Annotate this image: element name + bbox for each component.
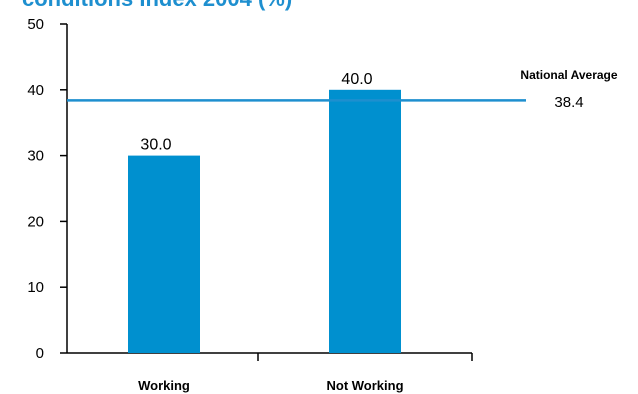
chart-title: conditions Index 2004 (%) [22, 0, 292, 11]
y-tick-label: 20 [27, 213, 44, 230]
bars: 30.0 Working 40.0 Not Working [128, 71, 404, 393]
y-tick-label: 50 [27, 16, 44, 33]
data-label: 30.0 [140, 137, 171, 154]
data-label: 40.0 [341, 71, 372, 88]
bar-2 [329, 89, 401, 354]
category-label: Working [138, 378, 190, 393]
y-tick-label: 30 [27, 148, 44, 165]
y-tick-label: 0 [36, 345, 44, 362]
y-tick-label: 10 [27, 279, 44, 296]
reference-line-group: National Average 38.4 [67, 68, 618, 111]
national-average-value: 38.4 [554, 94, 583, 111]
y-axis: 0 10 20 30 40 50 [27, 16, 68, 362]
national-average-label: National Average [520, 68, 617, 82]
x-axis [67, 352, 473, 361]
category-label: Not Working [326, 378, 403, 393]
bar-1 [128, 155, 200, 353]
y-tick-label: 40 [27, 82, 44, 99]
